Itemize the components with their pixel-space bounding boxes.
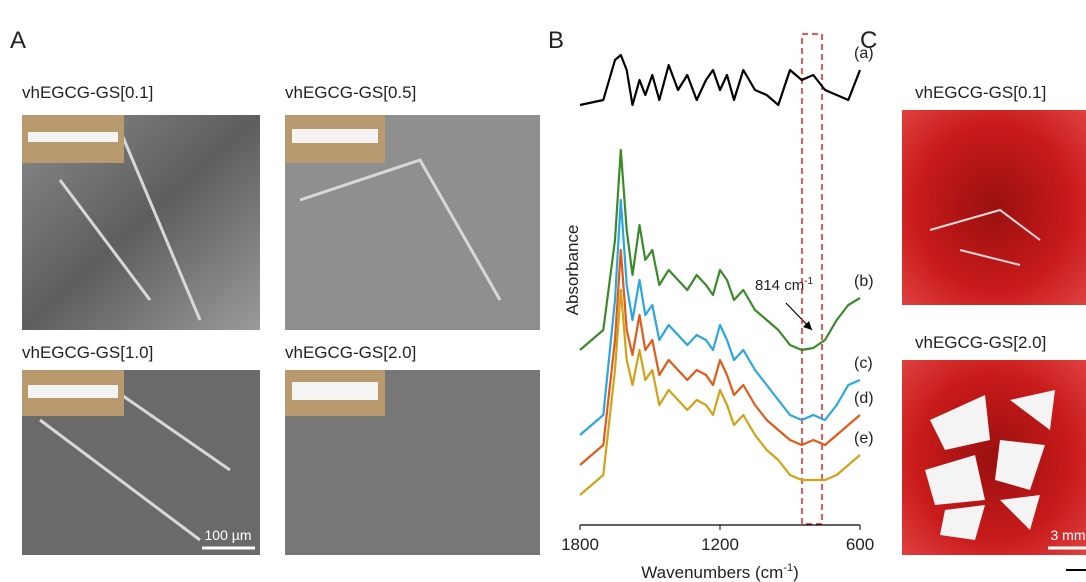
annotation-sup: -1 [804, 276, 813, 287]
spectrum-line [579, 53, 862, 107]
x-tick-label: 1800 [561, 535, 599, 554]
x-axis-label: Wavenumbers (cm-1) [641, 562, 798, 582]
annotation-text: 814 cm [755, 277, 804, 294]
scale-bar-label: 100 µm [205, 527, 252, 543]
panel-label: B [548, 27, 564, 54]
x-axis-label-sup: -1 [783, 562, 793, 574]
spectrum-line [579, 288, 861, 496]
image-title: vhEGCG-GS[0.1] [915, 83, 1046, 102]
image-title: vhEGCG-GS[2.0] [285, 343, 416, 362]
image-title: vhEGCG-GS[0.1] [22, 83, 153, 102]
series-label: (e) [854, 430, 874, 447]
sem-images [22, 115, 540, 555]
x-axis-label-end: ) [793, 563, 799, 582]
plot: 1800 1200 600 (a) (b) (c) (d) (e) [561, 45, 874, 554]
series-label: (b) [854, 273, 874, 290]
x-tick-label: 600 [846, 535, 874, 554]
series-label: (d) [854, 390, 874, 407]
panel-label: A [10, 27, 26, 54]
image-title: vhEGCG-GS[0.5] [285, 83, 416, 102]
spectrum-line [579, 148, 861, 352]
y-axis-label: Absorbance [563, 225, 582, 316]
tissue-images [902, 110, 1086, 571]
image-title: vhEGCG-GS[2.0] [915, 333, 1046, 352]
spectrum-line [579, 248, 861, 466]
highlight-box [801, 33, 823, 525]
image-title: vhEGCG-GS[1.0] [22, 343, 153, 362]
series-label: (c) [854, 355, 873, 372]
x-axis-label-text: Wavenumbers (cm [641, 563, 783, 582]
series-label: (a) [854, 45, 874, 62]
spectrum-line [579, 198, 861, 436]
x-tick-label: 1200 [701, 535, 739, 554]
arrow-head [803, 321, 812, 330]
annotation: 814 cm-1 [755, 276, 814, 294]
scale-bar-label: 3 mm [1051, 527, 1086, 543]
panel-label: C [860, 27, 877, 54]
